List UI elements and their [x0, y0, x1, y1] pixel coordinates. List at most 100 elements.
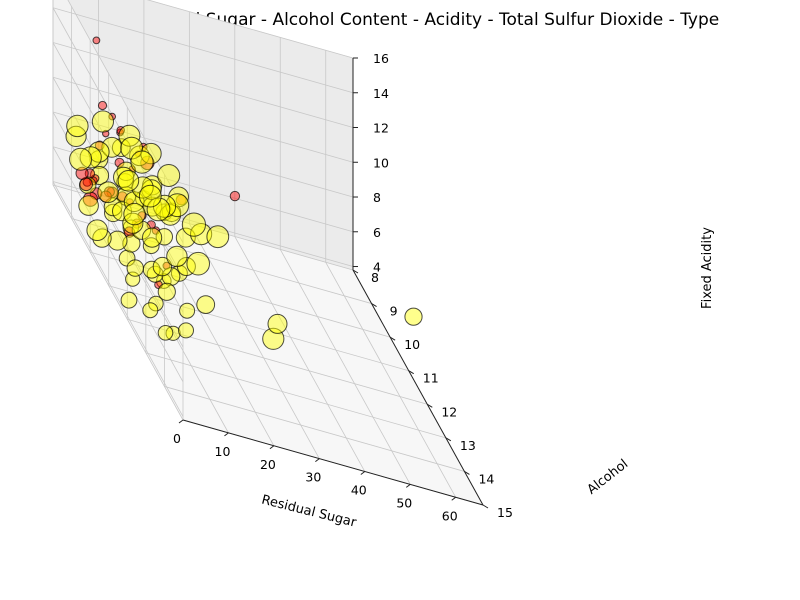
- x-tick-label: 40: [351, 483, 367, 498]
- data-point-yellow: [118, 124, 141, 147]
- grid-line-z-back: [146, 0, 354, 59]
- grid-line-x-floor: [52, 184, 184, 421]
- x-tick-mark: [360, 471, 366, 475]
- z-tick-label: 10: [373, 155, 389, 170]
- data-point-yellow: [196, 295, 216, 315]
- data-point-yellow: [181, 212, 206, 237]
- tick-labels: 0 10 20 30 40 50 60 8 9 10 11 12 13 14 15 4 6 8 10 12 14 16: [173, 51, 513, 523]
- x-tick-mark: [405, 483, 411, 488]
- data-point-yellow: [117, 170, 140, 192]
- x-tick-mark: [178, 419, 184, 424]
- data-point-yellow: [146, 197, 171, 222]
- z-tick-label: 6: [373, 225, 381, 240]
- y-axis-line: [352, 269, 484, 506]
- data-point-yellow: [206, 225, 230, 249]
- y-axis-label: Alcohol: [585, 457, 632, 498]
- data-point-yellow: [157, 164, 181, 187]
- data-point-yellow: [78, 195, 99, 216]
- y-tick-label: 14: [478, 471, 494, 486]
- x-tick-label: 50: [396, 495, 412, 510]
- y-tick-label: 15: [497, 505, 513, 520]
- grid-line-y-floor: [108, 285, 409, 372]
- data-point-yellow: [165, 193, 190, 218]
- data-point-yellow: [131, 176, 154, 199]
- data-point-yellow: [79, 146, 102, 169]
- y-tick-label: 9: [390, 304, 398, 319]
- y-tick-mark: [352, 269, 359, 274]
- y-tick-label: 13: [460, 438, 476, 453]
- x-tick-mark: [315, 458, 320, 463]
- x-axis-label: Residual Sugar: [260, 493, 358, 531]
- data-point-yellow: [86, 219, 108, 241]
- grid-line-z-left: [67, 0, 184, 209]
- grid-line-z-back: [52, 42, 354, 128]
- data-point-yellow: [130, 150, 154, 174]
- data-point-yellow: [267, 313, 288, 334]
- x-tick-mark: [451, 496, 457, 501]
- data-point-yellow: [97, 181, 119, 203]
- x-tick-label: 10: [215, 444, 231, 459]
- z-tick-label: 4: [373, 260, 381, 275]
- grid-line-y-floor: [90, 251, 391, 338]
- data-point-yellow: [186, 251, 210, 276]
- z-tick-label: 12: [373, 121, 389, 136]
- x-tick-mark: [224, 432, 229, 437]
- data-point-yellow: [122, 212, 144, 234]
- z-tick-label: 16: [373, 51, 389, 66]
- axis-lines: [182, 58, 484, 506]
- grid-line-y-floor: [127, 318, 428, 405]
- z-axis-label: Fixed Acidity: [700, 227, 715, 309]
- y-tick-mark: [464, 470, 470, 475]
- data-point-yellow: [161, 267, 181, 286]
- grid-line-z-back: [52, 7, 354, 94]
- y-tick-label: 10: [404, 337, 420, 352]
- y-tick-mark: [445, 437, 452, 442]
- data-point-yellow: [178, 322, 194, 339]
- data-point-yellow: [142, 237, 160, 255]
- data-point-red: [92, 36, 101, 45]
- y-tick-mark: [408, 370, 414, 375]
- grid-line-x-floor: [325, 262, 457, 498]
- data-point-yellow: [138, 184, 162, 208]
- data-point-yellow: [123, 202, 146, 226]
- data-point-red: [229, 190, 241, 202]
- data-point-yellow: [126, 259, 144, 277]
- grid-line-x-floor: [98, 197, 229, 434]
- data-point-yellow: [142, 302, 159, 319]
- x-axis-line: [182, 419, 484, 506]
- x-tick-label: 20: [260, 457, 276, 472]
- grid-line-z-back: [52, 111, 354, 198]
- y-tick-mark: [482, 504, 489, 509]
- x-tick-label: 0: [173, 431, 181, 446]
- x-tick-label: 60: [442, 508, 458, 523]
- y-tick-mark: [427, 403, 433, 408]
- grid-line-y-floor: [164, 386, 465, 472]
- axis-panes: [52, 0, 484, 506]
- grid-line-x-floor: [143, 210, 275, 446]
- data-points: [65, 36, 423, 350]
- x-tick-label: 30: [305, 470, 321, 485]
- grid-line-y-floor: [52, 184, 354, 271]
- data-point-yellow: [404, 307, 423, 326]
- y-tick-mark: [389, 336, 396, 341]
- grid-line-z-left: [52, 146, 184, 382]
- grid-line-x-floor: [189, 223, 320, 459]
- data-point-yellow: [131, 220, 152, 240]
- y-tick-label: 11: [423, 371, 439, 386]
- data-point-yellow: [148, 295, 164, 312]
- data-point-yellow: [69, 147, 93, 171]
- data-point-yellow: [66, 114, 89, 138]
- y-tick-mark: [371, 303, 377, 308]
- data-point-yellow: [90, 166, 110, 185]
- data-point-yellow: [152, 256, 173, 277]
- data-point-yellow: [179, 302, 196, 319]
- data-point-yellow: [107, 230, 128, 251]
- data-point-yellow: [168, 186, 190, 208]
- data-point-yellow: [157, 325, 174, 341]
- data-point-yellow: [120, 291, 138, 309]
- x-tick-mark: [269, 445, 275, 450]
- data-point-yellow: [104, 203, 123, 223]
- grid-line-y-floor: [145, 352, 446, 439]
- data-point-yellow: [101, 136, 123, 158]
